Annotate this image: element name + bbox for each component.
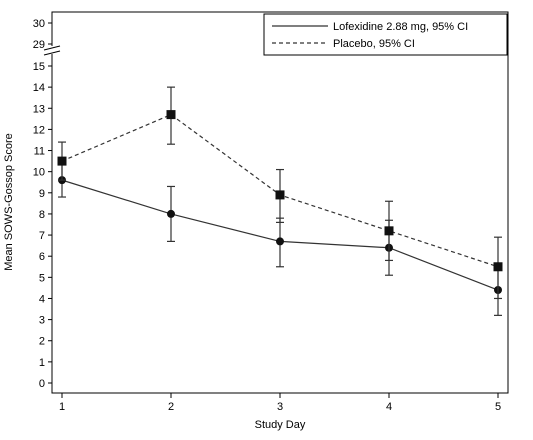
x-tick-label: 4 bbox=[386, 401, 392, 413]
y-tick-label: 14 bbox=[33, 82, 45, 94]
y-tick-label: 9 bbox=[39, 188, 45, 200]
data-point-square bbox=[275, 190, 285, 200]
data-point-circle bbox=[167, 209, 175, 218]
y-tick-label: 7 bbox=[39, 230, 45, 242]
y-tick-label: 29 bbox=[33, 39, 45, 51]
legend-box bbox=[263, 13, 508, 56]
legend: Lofexidine 2.88 mg, 95% CI Placebo, 95% … bbox=[263, 13, 508, 56]
x-tick-label: 3 bbox=[277, 401, 283, 413]
y-tick-label: 1 bbox=[39, 357, 45, 369]
y-tick-label: 10 bbox=[33, 167, 45, 179]
y-tick-label: 11 bbox=[34, 146, 45, 158]
data-point-circle bbox=[276, 237, 284, 246]
data-point-square bbox=[493, 262, 503, 272]
x-axis-ticks: 1 2 3 4 5 bbox=[59, 393, 501, 413]
y-tick-label: 6 bbox=[39, 251, 45, 263]
y-tick-label: 0 bbox=[39, 378, 45, 390]
y-tick-label: 13 bbox=[33, 103, 45, 115]
y-tick-label: 8 bbox=[39, 209, 45, 221]
legend-entry-lofexidine: Lofexidine 2.88 mg, 95% CI bbox=[333, 21, 468, 33]
series-1 bbox=[57, 86, 503, 300]
y-tick-label: 5 bbox=[39, 272, 45, 284]
series-layer bbox=[57, 86, 503, 316]
x-tick-label: 2 bbox=[168, 401, 174, 413]
x-axis-label: Study Day bbox=[255, 419, 306, 431]
y-tick-label: 2 bbox=[39, 336, 45, 348]
y-tick-label: 15 bbox=[33, 61, 45, 73]
y-tick-label: 3 bbox=[39, 315, 45, 327]
x-tick-label: 5 bbox=[495, 401, 501, 413]
y-axis-label: Mean SOWS-Gossop Score bbox=[3, 133, 15, 271]
y-tick-label: 30 bbox=[33, 18, 45, 30]
data-point-square bbox=[384, 226, 394, 236]
data-point-square bbox=[166, 110, 176, 120]
y-tick-label: 4 bbox=[39, 293, 45, 305]
data-point-square bbox=[57, 156, 67, 166]
y-tick-label: 12 bbox=[33, 124, 45, 136]
axis-break bbox=[43, 45, 61, 56]
x-tick-label: 1 bbox=[59, 401, 65, 413]
legend-entry-placebo: Placebo, 95% CI bbox=[333, 38, 415, 50]
